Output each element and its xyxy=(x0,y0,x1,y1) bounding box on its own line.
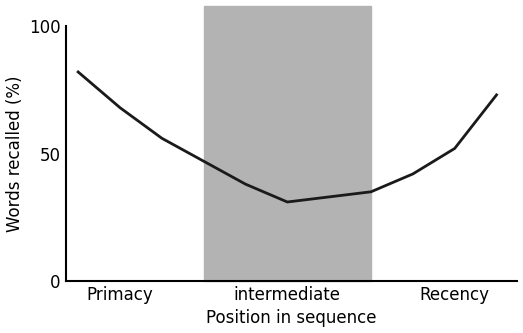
X-axis label: Position in sequence: Position in sequence xyxy=(206,309,377,327)
Y-axis label: Words recalled (%): Words recalled (%) xyxy=(6,75,24,232)
Bar xyxy=(203,6,371,281)
